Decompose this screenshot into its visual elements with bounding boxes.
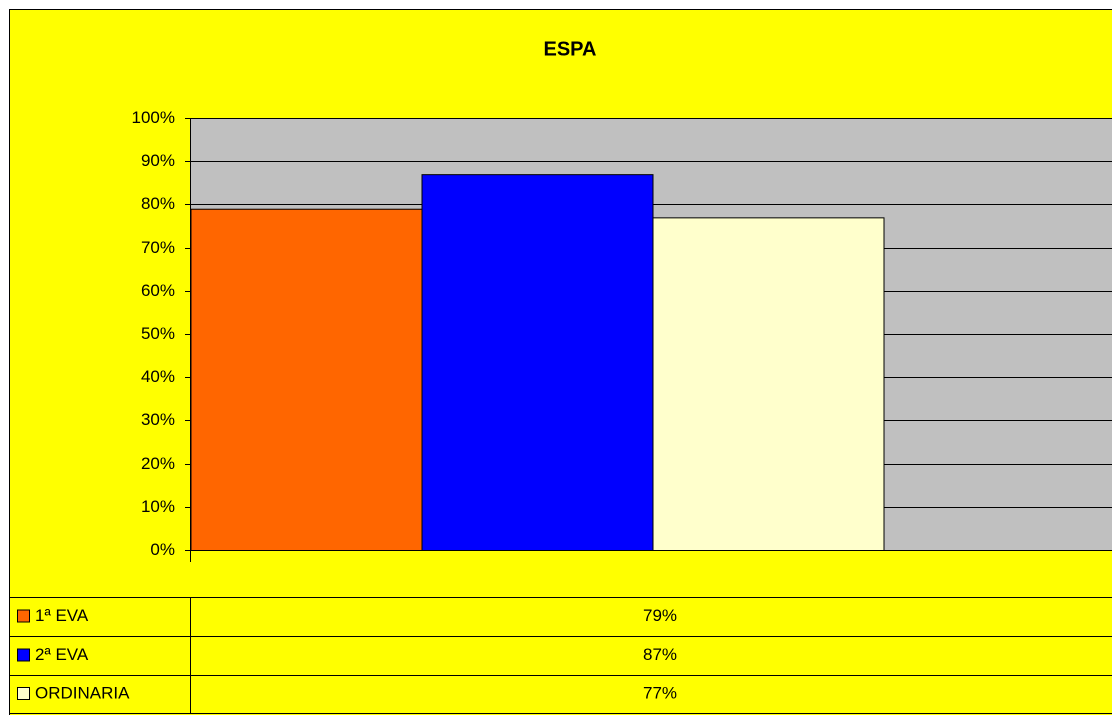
bar [421, 174, 654, 551]
bar [190, 208, 423, 551]
y-tick-label: 20% [141, 454, 175, 473]
y-tick-label: 100% [132, 108, 175, 127]
data-label: 79% [643, 606, 677, 625]
y-tick-label: 0% [150, 540, 175, 559]
legend-label: ORDINARIA [35, 683, 130, 702]
legend-label: 2ª EVA [35, 645, 89, 664]
y-tick-label: 40% [141, 367, 175, 386]
y-tick-label: 60% [141, 281, 175, 300]
data-label: 87% [643, 645, 677, 664]
chart-title: ESPA [544, 38, 597, 60]
legend-label: 1ª EVA [35, 606, 89, 625]
y-tick-label: 80% [141, 194, 175, 213]
y-tick-label: 30% [141, 410, 175, 429]
legend-key [17, 609, 30, 623]
y-tick-label: 90% [141, 151, 175, 170]
legend-key [17, 648, 30, 662]
bar [652, 217, 885, 552]
data-table [10, 597, 1112, 714]
legend-key [17, 687, 30, 700]
data-label: 77% [643, 683, 677, 702]
y-tick-label: 50% [141, 324, 175, 343]
y-tick-label: 10% [141, 497, 175, 516]
y-tick-label: 70% [141, 238, 175, 257]
